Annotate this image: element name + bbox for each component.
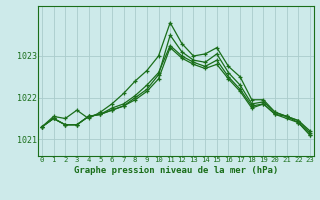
X-axis label: Graphe pression niveau de la mer (hPa): Graphe pression niveau de la mer (hPa)	[74, 166, 278, 175]
